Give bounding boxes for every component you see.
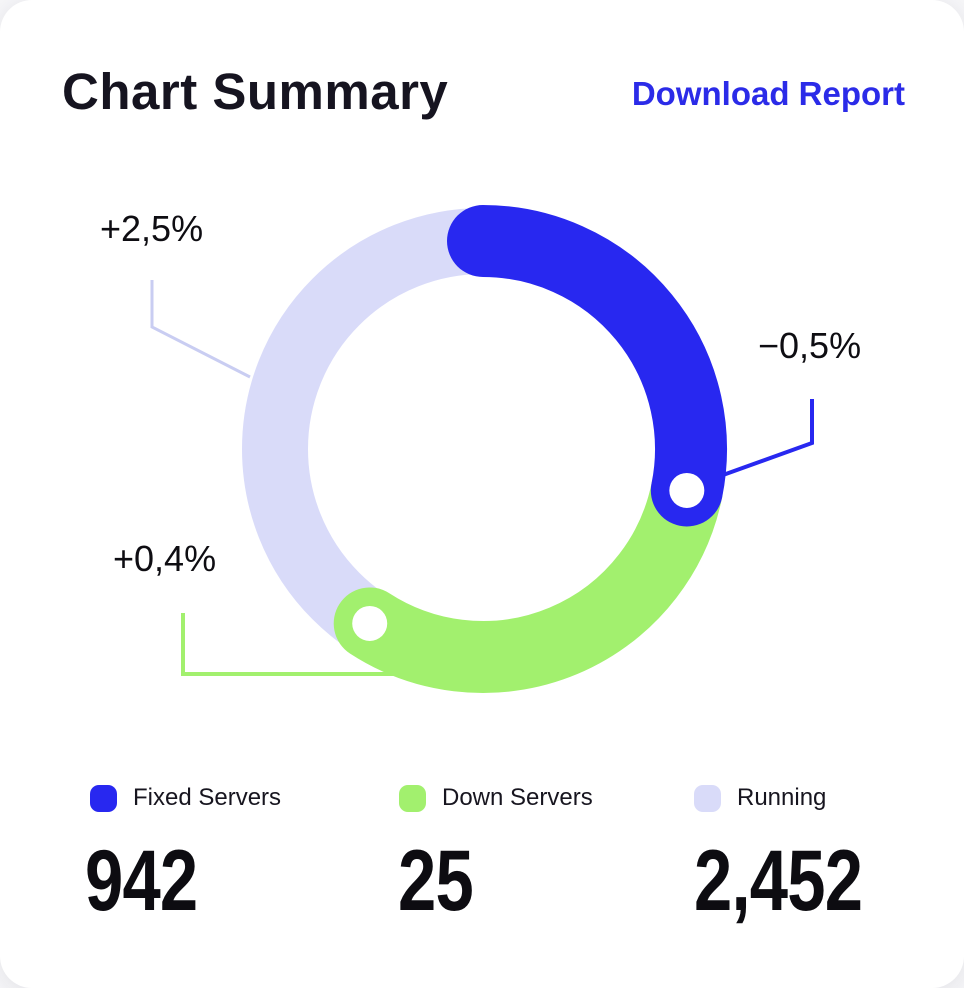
legend-item-running: Running (694, 783, 826, 813)
delta-label: +2,5% (100, 208, 204, 249)
segment-end-dot (669, 472, 705, 508)
segment-fixed-servers (447, 205, 727, 527)
download-report-button[interactable]: Download Report (631, 75, 905, 112)
annotation-connector (181, 613, 402, 676)
annotation-connector (722, 399, 814, 477)
down-servers-swatch-icon (399, 784, 426, 812)
stat-running: 2,452 (694, 833, 863, 929)
legend-label: Fixed Servers (133, 784, 282, 811)
legend-item-down-servers: Down Servers (399, 783, 593, 813)
legend-label: Down Servers (442, 784, 593, 811)
stat-fixed-servers: 942 (85, 833, 198, 929)
segment-end-dot (352, 605, 388, 641)
legend-label: Running (737, 784, 827, 811)
page-title: Chart Summary (62, 63, 449, 120)
delta-label: −0,5% (758, 325, 862, 366)
delta-label: +0,4% (113, 538, 217, 579)
fixed-servers-swatch-icon (90, 784, 117, 812)
legend-item-fixed-servers: Fixed Servers (90, 783, 281, 813)
segment-down-servers (333, 454, 723, 693)
stat-down-servers: 25 (398, 833, 474, 929)
running-swatch-icon (694, 784, 721, 812)
annotation-connector (150, 280, 251, 379)
